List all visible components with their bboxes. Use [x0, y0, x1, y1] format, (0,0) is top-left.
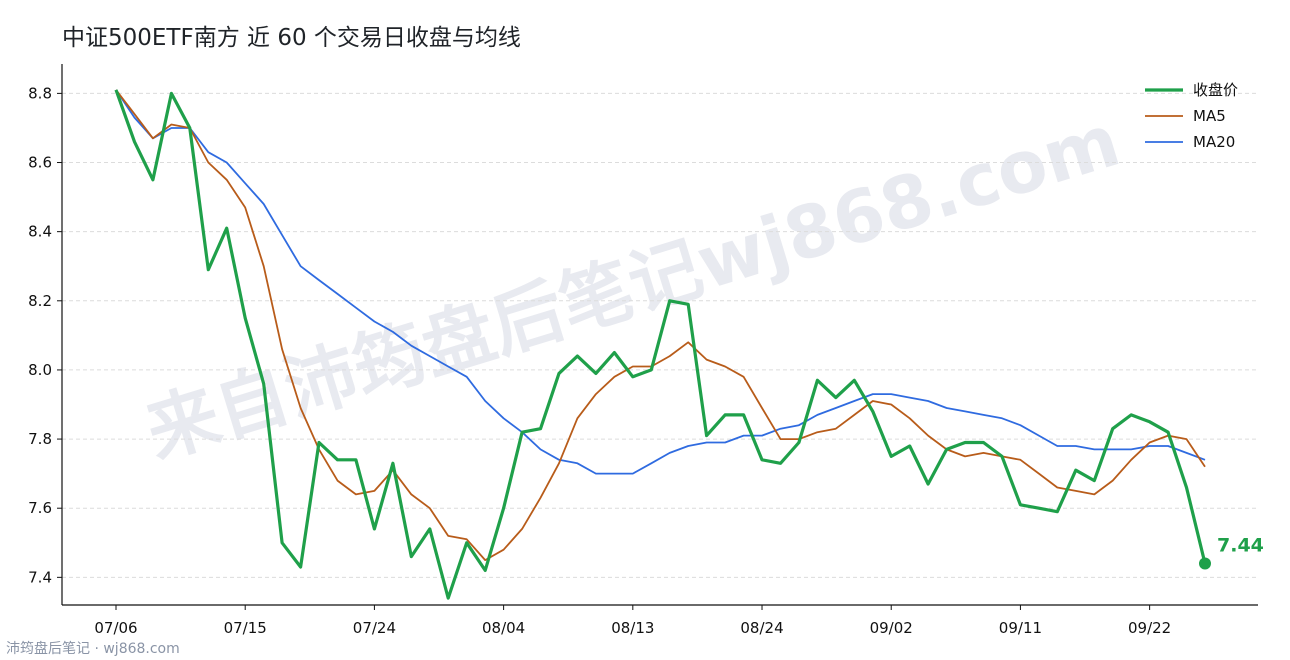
legend-label: 收盘价: [1193, 81, 1238, 99]
y-tick-label: 7.4: [28, 568, 52, 586]
y-tick-label: 7.8: [28, 430, 52, 448]
end-value-label: 7.44: [1217, 535, 1264, 557]
x-tick-label: 08/13: [611, 619, 654, 637]
x-tick-label: 07/24: [353, 619, 396, 637]
x-tick-label: 08/04: [482, 619, 525, 637]
legend-label: MA5: [1193, 107, 1226, 125]
y-tick-label: 8.0: [28, 361, 52, 379]
legend-label: MA20: [1193, 133, 1235, 151]
y-tick-label: 8.6: [28, 154, 52, 172]
series-line: [115, 89, 1206, 475]
end-point: [1199, 557, 1211, 570]
chart-title: 中证500ETF南方 近 60 个交易日收盘与均线: [62, 25, 521, 51]
y-tick-label: 7.6: [28, 499, 52, 517]
series-line: [114, 89, 1207, 600]
y-axis: 7.4 7.6 7.8 8.0 8.2 8.4 8.6 8.8: [28, 84, 62, 586]
series-lines: [114, 89, 1207, 600]
series-line: [115, 89, 1206, 561]
x-axis: 07/06 07/15 07/24 08/04 08/13 08/24 09/02 09/11…: [94, 605, 1171, 637]
y-tick-label: 8.4: [28, 223, 52, 241]
x-tick-label: 07/15: [224, 619, 267, 637]
x-tick-label: 07/06: [94, 619, 137, 637]
x-tick-label: 09/11: [999, 619, 1042, 637]
x-tick-label: 08/24: [740, 619, 783, 637]
watermark: 来自沛筠盘后笔记wj868.com: [137, 98, 1129, 474]
y-tick-label: 8.2: [28, 292, 52, 310]
legend: 收盘价 MA5 MA20: [1145, 81, 1238, 151]
x-tick-label: 09/02: [870, 619, 913, 637]
footer-source: 沛筠盘后笔记 · wj868.com: [6, 640, 180, 657]
x-tick-label: 09/22: [1128, 619, 1171, 637]
y-tick-label: 8.8: [28, 84, 52, 102]
end-marker: 7.44: [1199, 535, 1264, 570]
axes: [61, 64, 1258, 606]
